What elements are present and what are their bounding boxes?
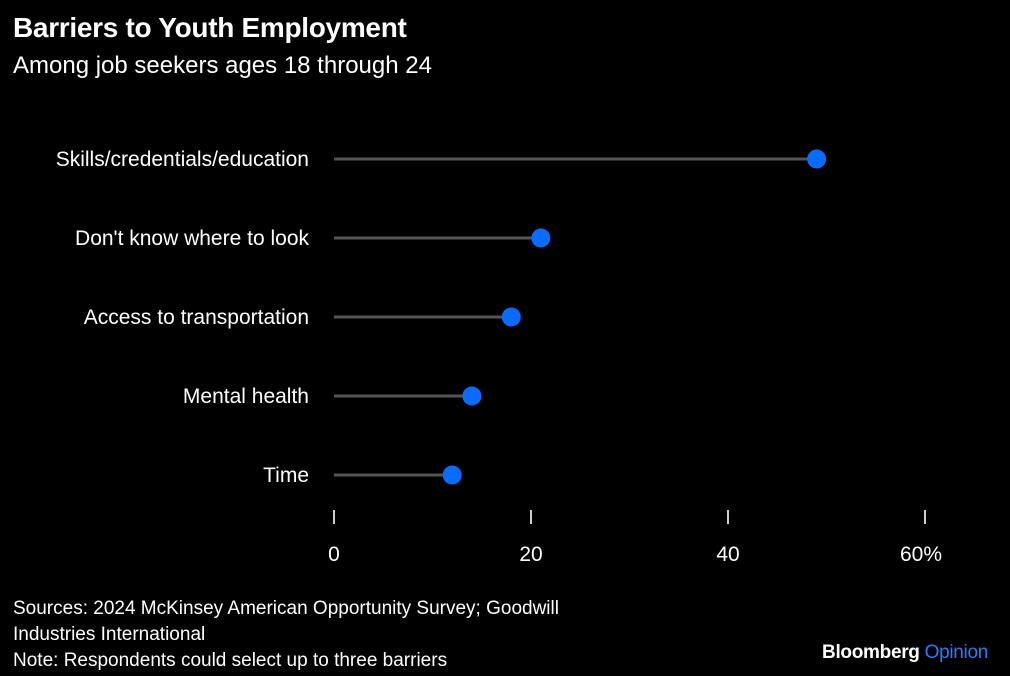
lollipop-dot	[807, 149, 827, 169]
lollipop-chart: Skills/credentials/education Don't know w…	[56, 148, 942, 566]
note-line: Note: Respondents could select up to thr…	[13, 650, 448, 671]
lollipop-dot	[442, 465, 462, 485]
x-tick-label: 40	[716, 543, 739, 566]
sources-line-2: Industries International	[13, 624, 206, 645]
footer-notes: Sources: 2024 McKinsey American Opportun…	[13, 596, 559, 674]
x-tick-label: 0	[328, 543, 340, 566]
category-label: Don't know where to look	[75, 227, 309, 250]
category-label: Access to transportation	[84, 306, 309, 329]
category-label: Time	[263, 464, 309, 487]
brand-logo: Bloomberg Opinion	[822, 642, 988, 664]
x-tick-label: 60%	[900, 543, 942, 566]
chart-subtitle: Among job seekers ages 18 through 24	[13, 52, 432, 79]
category-label: Skills/credentials/education	[56, 148, 309, 171]
sources-line-1: Sources: 2024 McKinsey American Opportun…	[13, 598, 559, 619]
brand-name: Bloomberg	[822, 642, 920, 663]
lollipop-dot	[462, 386, 482, 406]
category-label: Mental health	[183, 385, 309, 408]
brand-section: Opinion	[924, 642, 989, 663]
lollipop-dot	[531, 228, 551, 248]
chart-title: Barriers to Youth Employment	[13, 12, 407, 43]
lollipop-dot	[501, 307, 521, 327]
x-tick-label: 20	[519, 543, 542, 566]
